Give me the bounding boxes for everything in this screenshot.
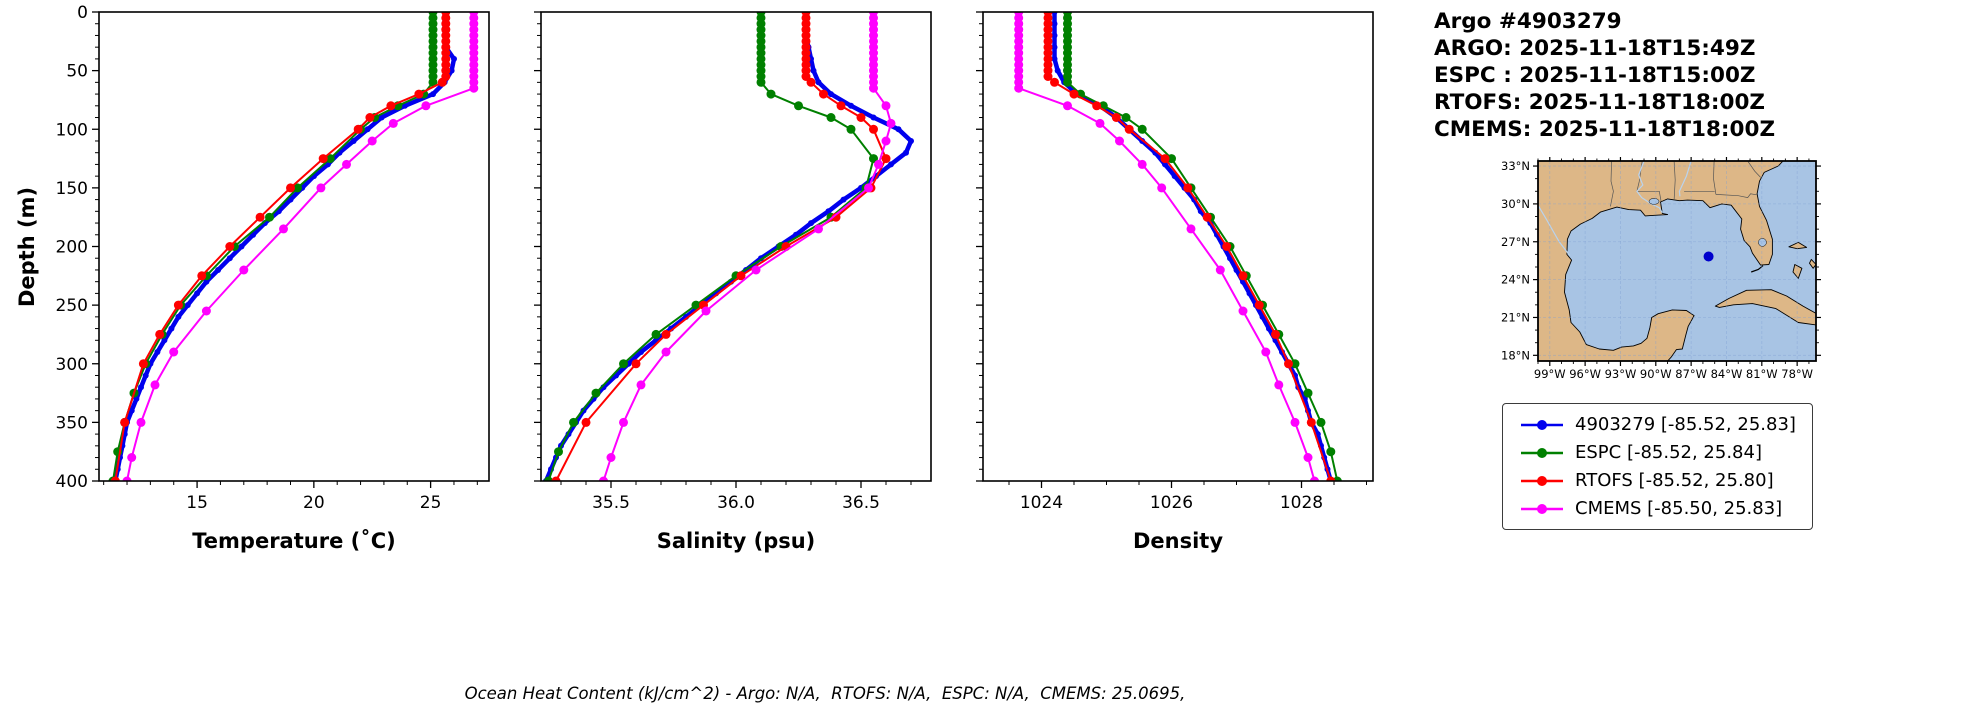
svg-text:1028: 1028	[1280, 493, 1323, 513]
svg-text:18°N: 18°N	[1501, 348, 1530, 362]
charts-area: Depth (m) 15 20 25 0 50 100 150 200 250 300 350 400…	[10, 2, 1380, 560]
svg-text:90°W: 90°W	[1640, 367, 1672, 381]
info-header: Argo #4903279 ARGO: 2025-11-18T15:49Z ES…	[1434, 8, 1967, 143]
depth-axis-title: Depth (m)	[15, 186, 39, 308]
svg-text:250: 250	[56, 296, 88, 316]
svg-text:400: 400	[56, 472, 88, 492]
svg-text:87°W: 87°W	[1675, 367, 1707, 381]
legend-line-sample	[1521, 475, 1563, 486]
legend-item-label: ESPC [-85.52, 25.84]	[1575, 442, 1762, 463]
svg-text:99°W: 99°W	[1534, 367, 1566, 381]
legend-item-label: 4903279 [-85.52, 25.83]	[1575, 414, 1796, 435]
argo-timestamp: ARGO: 2025-11-18T15:49Z	[1434, 36, 1756, 61]
svg-text:20: 20	[303, 493, 325, 513]
svg-text:Temperature (˚C): Temperature (˚C)	[192, 529, 395, 553]
svg-text:50: 50	[66, 62, 88, 82]
legend-item: RTOFS [-85.52, 25.80]	[1519, 470, 1796, 491]
svg-text:25: 25	[420, 493, 442, 513]
legend-line-sample	[1521, 503, 1563, 514]
svg-text:33°N: 33°N	[1501, 159, 1530, 173]
svg-text:100: 100	[56, 120, 88, 140]
svg-text:150: 150	[56, 179, 88, 199]
density-panel: 1024 1026 1028 Density	[976, 11, 1374, 553]
legend: 4903279 [-85.52, 25.83] ESPC [-85.52, 25.…	[1502, 403, 1813, 530]
svg-text:93°W: 93°W	[1605, 367, 1637, 381]
svg-text:84°W: 84°W	[1711, 367, 1743, 381]
svg-text:350: 350	[56, 413, 88, 433]
espc-timestamp: ESPC : 2025-11-18T15:00Z	[1434, 63, 1756, 88]
svg-text:15: 15	[186, 493, 208, 513]
svg-text:21°N: 21°N	[1501, 310, 1530, 324]
ohc-caption: Ocean Heat Content (kJ/cm^2) - Argo: N/A…	[464, 684, 1186, 703]
legend-item-label: CMEMS [-85.50, 25.83]	[1575, 498, 1783, 519]
float-id-title: Argo #4903279	[1434, 9, 1622, 34]
legend-item-label: RTOFS [-85.52, 25.80]	[1575, 470, 1774, 491]
legend-line-sample	[1521, 419, 1563, 430]
svg-text:1026: 1026	[1150, 493, 1193, 513]
svg-text:300: 300	[56, 355, 88, 375]
svg-text:36.0: 36.0	[717, 493, 755, 513]
legend-item: 4903279 [-85.52, 25.83]	[1519, 414, 1796, 435]
svg-text:Salinity (psu): Salinity (psu)	[657, 529, 816, 553]
cmems-timestamp: CMEMS: 2025-11-18T18:00Z	[1434, 117, 1776, 142]
legend-item: CMEMS [-85.50, 25.83]	[1519, 498, 1796, 519]
svg-text:1024: 1024	[1020, 493, 1063, 513]
svg-text:24°N: 24°N	[1501, 273, 1530, 287]
gulf-of-mexico-map: 33°N 30°N 27°N 24°N 21°N 18°N 99°W 96°W 93°W 90°W…	[1501, 157, 1821, 381]
float-position-marker	[1703, 251, 1714, 262]
legend-line-sample	[1521, 447, 1563, 458]
svg-text:35.5: 35.5	[592, 493, 630, 513]
svg-text:0: 0	[77, 3, 88, 23]
svg-text:36.5: 36.5	[842, 493, 880, 513]
svg-text:27°N: 27°N	[1501, 235, 1530, 249]
svg-text:200: 200	[56, 238, 88, 258]
temperature-panel: 15 20 25050100150200250300350400Temperatur…	[56, 3, 490, 553]
svg-text:78°W: 78°W	[1781, 367, 1813, 381]
rtofs-timestamp: RTOFS: 2025-11-18T18:00Z	[1434, 90, 1766, 115]
y-axis-label: Depth (m)	[10, 2, 44, 492]
info-column: Argo #4903279 ARGO: 2025-11-18T15:49Z ES…	[1422, 8, 1967, 530]
salinity-panel: 35.5 36.0 36.5 Salinity (psu)	[534, 11, 932, 553]
svg-text:96°W: 96°W	[1569, 367, 1601, 381]
svg-text:81°W: 81°W	[1746, 367, 1778, 381]
svg-text:Density: Density	[1133, 529, 1223, 553]
legend-item: ESPC [-85.52, 25.84]	[1519, 442, 1796, 463]
svg-text:30°N: 30°N	[1501, 197, 1530, 211]
